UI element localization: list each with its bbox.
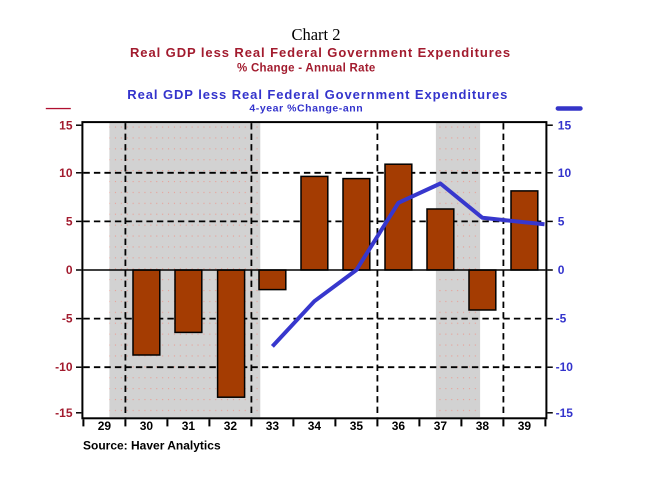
svg-text:-5: -5 <box>62 312 73 326</box>
svg-text:39: 39 <box>518 419 532 433</box>
svg-text:34: 34 <box>308 419 322 433</box>
svg-text:36: 36 <box>392 419 406 433</box>
svg-text:-10: -10 <box>556 360 574 374</box>
svg-text:33: 33 <box>266 419 280 433</box>
svg-text:29: 29 <box>98 419 112 433</box>
svg-text:31: 31 <box>182 419 196 433</box>
svg-text:5: 5 <box>558 214 565 228</box>
svg-text:15: 15 <box>558 119 572 133</box>
svg-text:37: 37 <box>434 419 448 433</box>
svg-text:Source: Haver Analytics: Source: Haver Analytics <box>83 439 221 453</box>
svg-text:15: 15 <box>59 119 73 133</box>
svg-text:30: 30 <box>140 419 154 433</box>
svg-text:Real GDP less Real Federal Gov: Real GDP less Real Federal Government Ex… <box>127 87 508 102</box>
svg-text:-15: -15 <box>55 406 73 420</box>
svg-text:4-year %Change-ann: 4-year %Change-ann <box>249 102 363 114</box>
svg-text:-10: -10 <box>55 360 73 374</box>
svg-text:% Change - Annual Rate: % Change - Annual Rate <box>237 63 376 75</box>
svg-text:Chart 2: Chart 2 <box>291 25 340 44</box>
svg-text:10: 10 <box>558 166 572 180</box>
svg-text:0: 0 <box>558 263 565 277</box>
svg-text:35: 35 <box>350 419 364 433</box>
svg-text:38: 38 <box>476 419 490 433</box>
svg-text:-5: -5 <box>556 312 567 326</box>
svg-text:0: 0 <box>66 263 73 277</box>
svg-text:32: 32 <box>224 419 238 433</box>
svg-text:10: 10 <box>59 166 73 180</box>
svg-text:Real GDP less Real Federal Gov: Real GDP less Real Federal Government Ex… <box>130 45 511 60</box>
svg-text:-15: -15 <box>556 406 574 420</box>
svg-text:5: 5 <box>66 214 73 228</box>
